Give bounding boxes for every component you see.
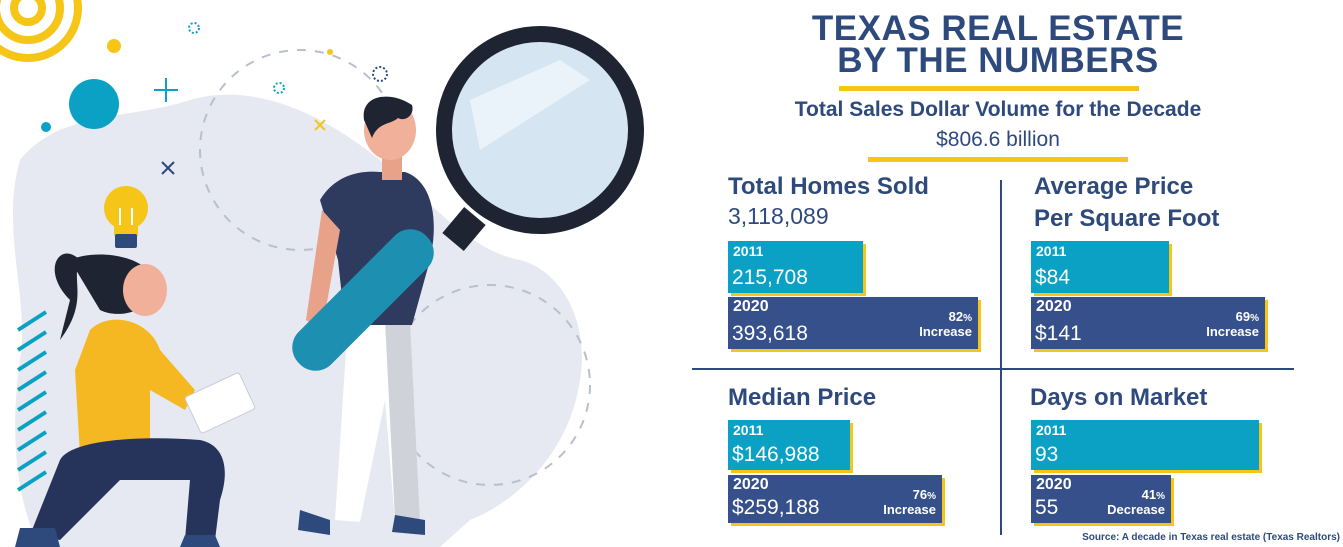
dot xyxy=(41,122,51,132)
bar-value-label: $259,188 xyxy=(732,496,820,519)
background-blob xyxy=(12,94,582,547)
bar-2020: 2020 $141 69% Increase xyxy=(1031,297,1265,349)
bar-2020: 2020 393,618 82% Increase xyxy=(728,297,978,349)
source-note: Source: A decade in Texas real estate (T… xyxy=(1082,532,1340,543)
change-label: 41% Decrease xyxy=(1107,487,1165,517)
concentric-arcs-icon xyxy=(0,0,82,62)
decade-volume-label: Total Sales Dollar Volume for the Decade xyxy=(794,98,1202,121)
page-title-line1: TEXAS REAL ESTATE xyxy=(811,9,1185,48)
bar-year-label: 2011 xyxy=(1036,243,1067,259)
panel-total: 3,118,089 xyxy=(728,203,829,229)
diagonal-stripes xyxy=(16,310,48,492)
bar-2011: 2011 93 xyxy=(1031,420,1259,470)
dot xyxy=(327,49,333,55)
dotted-ring xyxy=(372,66,388,82)
page-title-line2: BY THE NUMBERS xyxy=(837,41,1159,80)
bar-value-label: $84 xyxy=(1035,266,1071,289)
bar-2020: 2020 55 41% Decrease xyxy=(1031,475,1171,523)
panel-title: Average Price xyxy=(1034,173,1194,200)
dot xyxy=(107,39,121,53)
dotted-ring xyxy=(188,22,200,34)
plus-icon xyxy=(154,78,178,102)
panel-title: Days on Market xyxy=(1030,384,1208,411)
bar-year-label: 2020 xyxy=(1036,298,1072,315)
bar-2020: 2020 $259,188 76% Increase xyxy=(728,475,942,523)
bar-year-label: 2020 xyxy=(733,476,769,493)
bar-value-label: $141 xyxy=(1035,322,1082,345)
decade-volume-value: $806.6 billion xyxy=(936,128,1060,151)
bar-value-label: 215,708 xyxy=(732,266,808,289)
bar-2011: 2011 $84 xyxy=(1031,241,1169,293)
woman-figure xyxy=(15,253,256,547)
x-mark-icon xyxy=(161,161,175,175)
bar-year-label: 2020 xyxy=(1036,476,1072,493)
bar-value-label: 393,618 xyxy=(732,322,808,345)
change-label: 76% Increase xyxy=(883,487,936,517)
panel-title: Median Price xyxy=(728,384,877,411)
dotted-ring xyxy=(273,82,285,94)
man-figure xyxy=(298,96,434,535)
bar-year-label: 2020 xyxy=(733,298,769,315)
horizontal-divider xyxy=(692,368,1294,370)
x-mark-icon xyxy=(314,119,326,131)
bar-year-label: 2011 xyxy=(1036,422,1067,438)
change-label: 69% Increase xyxy=(1206,309,1259,339)
title-underline xyxy=(839,86,1139,91)
panel-title-line2: Per Square Foot xyxy=(1034,205,1220,232)
bar-year-label: 2011 xyxy=(733,422,764,438)
illustration-people-magnifier xyxy=(0,0,644,547)
teal-circle xyxy=(69,79,119,129)
magnifying-glass-icon xyxy=(292,26,644,371)
volume-underline xyxy=(868,157,1128,162)
bar-2011: 2011 215,708 xyxy=(728,241,863,293)
lightbulb-icon xyxy=(104,186,148,248)
bar-value-label: $146,988 xyxy=(732,443,820,466)
change-label: 82% Increase xyxy=(919,309,972,339)
vertical-divider xyxy=(1000,180,1002,535)
panel-title: Total Homes Sold xyxy=(728,173,929,200)
bar-2011: 2011 $146,988 xyxy=(728,420,850,470)
bar-year-label: 2011 xyxy=(733,243,764,259)
bar-value-label: 93 xyxy=(1035,443,1059,466)
bar-value-label: 55 xyxy=(1035,496,1059,519)
